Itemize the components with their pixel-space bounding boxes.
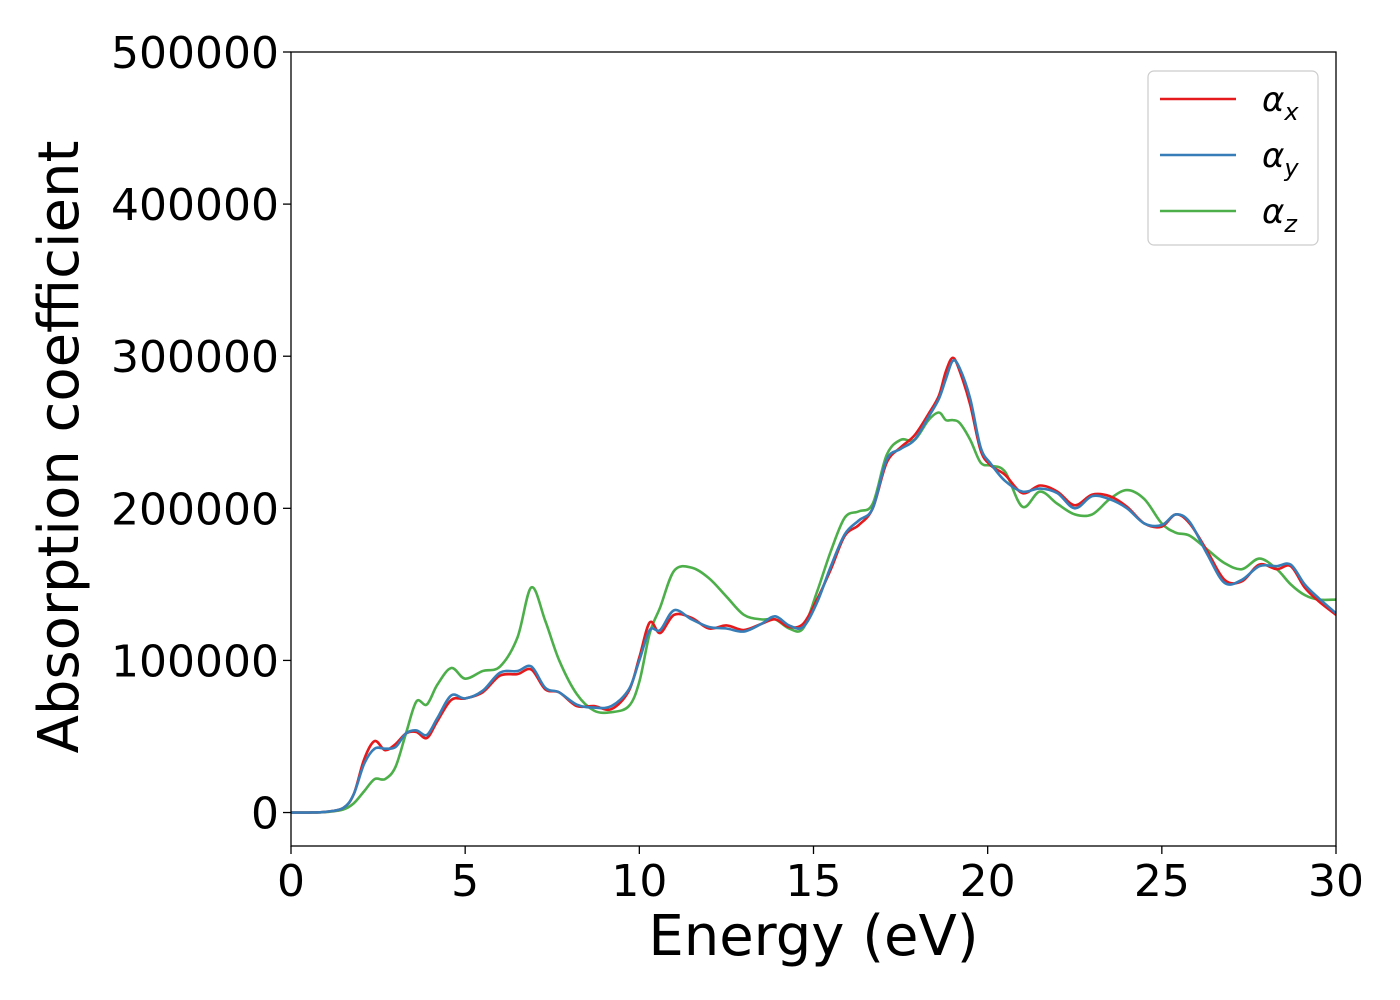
x-tick-label: 5 bbox=[451, 856, 479, 907]
x-tick-label: 20 bbox=[960, 856, 1016, 907]
y-tick-label: 400000 bbox=[111, 180, 279, 231]
x-axis-title: Energy (eV) bbox=[648, 904, 978, 969]
x-tick-label: 10 bbox=[611, 856, 667, 907]
x-tick-label: 15 bbox=[786, 856, 842, 907]
series-line-y bbox=[291, 359, 1336, 814]
x-axis: 0 5 10 15 20 25 30 bbox=[277, 846, 1364, 907]
y-tick-label: 200000 bbox=[111, 484, 279, 535]
x-tick-label: 25 bbox=[1134, 856, 1190, 907]
series-layer bbox=[291, 356, 1336, 814]
x-tick-label: 30 bbox=[1308, 856, 1364, 907]
y-axis-title: Absorption coefficient bbox=[27, 141, 92, 754]
y-tick-label: 300000 bbox=[111, 332, 279, 383]
y-tick-label: 500000 bbox=[111, 28, 279, 79]
y-axis: 0 100000 200000 300000 400000 500000 bbox=[111, 28, 291, 840]
x-tick-label: 0 bbox=[277, 856, 305, 907]
y-tick-label: 0 bbox=[251, 789, 279, 840]
y-tick-label: 100000 bbox=[111, 636, 279, 687]
legend-label-x: αx bbox=[1262, 80, 1299, 126]
legend: αx αy αz bbox=[1147, 70, 1319, 246]
legend-label-z: αz bbox=[1262, 192, 1298, 238]
legend-box bbox=[1147, 70, 1319, 246]
legend-label-y: αy bbox=[1262, 136, 1299, 182]
